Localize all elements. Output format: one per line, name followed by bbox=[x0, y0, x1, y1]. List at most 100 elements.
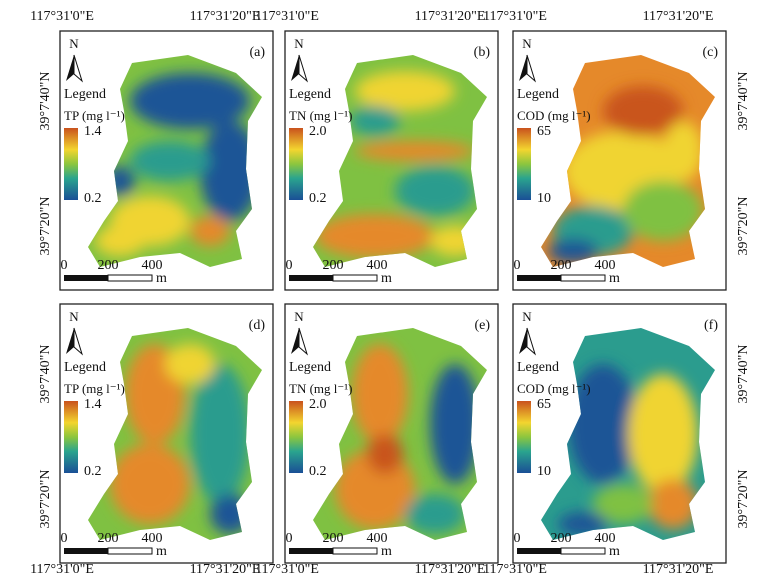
map-blob bbox=[548, 239, 598, 263]
scale-unit: m bbox=[609, 544, 620, 559]
scale-bar-light bbox=[107, 274, 153, 282]
legend-max: 65 bbox=[537, 124, 551, 139]
north-arrow bbox=[519, 55, 527, 81]
legend-variable: TN (mg l⁻¹) bbox=[289, 108, 352, 123]
legend-variable: TN (mg l⁻¹) bbox=[289, 381, 352, 396]
map-blobs bbox=[95, 73, 260, 256]
scale-label: 0 bbox=[61, 531, 68, 546]
legend-title: Legend bbox=[64, 87, 106, 102]
color-bar bbox=[517, 401, 531, 473]
scale-label: 200 bbox=[98, 258, 119, 273]
map-blobs bbox=[335, 344, 480, 534]
scale-bar-dark bbox=[64, 548, 108, 554]
map-blob bbox=[200, 121, 260, 221]
north-arrow bbox=[291, 55, 299, 81]
north-arrow bbox=[66, 55, 74, 81]
legend-max: 2.0 bbox=[309, 397, 327, 412]
north-arrow-half bbox=[73, 327, 83, 356]
legend-min: 0.2 bbox=[309, 464, 327, 479]
top-axis-label: 117°31'20"E bbox=[643, 9, 714, 24]
map-blobs bbox=[110, 344, 250, 534]
scale-bar-dark bbox=[517, 275, 561, 281]
legend-min: 0.2 bbox=[309, 191, 327, 206]
scale-bar-dark bbox=[64, 275, 108, 281]
map-blob bbox=[367, 434, 403, 474]
map-blob bbox=[430, 364, 480, 484]
map-blob bbox=[355, 141, 475, 161]
map-blob bbox=[603, 86, 683, 136]
top-axis-label: 117°31'20"E bbox=[415, 9, 486, 24]
map-blob bbox=[350, 106, 400, 136]
top-axis-label: 117°31'0"E bbox=[30, 9, 94, 24]
bottom-axis-label: 117°31'20"E bbox=[190, 562, 261, 577]
bottom-axis-label: 117°31'0"E bbox=[483, 562, 547, 577]
bottom-axis-label: 117°31'0"E bbox=[255, 562, 319, 577]
map-blobs bbox=[548, 86, 703, 263]
north-arrow bbox=[291, 328, 299, 354]
north-arrow-half bbox=[298, 54, 308, 83]
map-blob bbox=[165, 344, 215, 384]
scale-bar-dark bbox=[289, 275, 333, 281]
map-blob bbox=[663, 121, 703, 181]
legend-variable: COD (mg l⁻¹) bbox=[517, 381, 591, 396]
map-blob bbox=[95, 226, 145, 256]
legend-min: 0.2 bbox=[84, 464, 102, 479]
scale-bar-light bbox=[332, 547, 378, 555]
panel-label: (b) bbox=[474, 45, 491, 60]
scale-bar-light bbox=[560, 547, 606, 555]
right-axis-label: 39°7'40"N bbox=[736, 72, 751, 131]
scale-label: 400 bbox=[367, 258, 388, 273]
north-label: N bbox=[294, 36, 304, 51]
panel-label: (a) bbox=[249, 45, 265, 60]
scale-label: 200 bbox=[323, 531, 344, 546]
left-axis-label: 39°7'40"N bbox=[38, 345, 53, 404]
scale-bar-light bbox=[107, 547, 153, 555]
legend-variable: TP (mg l⁻¹) bbox=[64, 381, 125, 396]
legend-variable: COD (mg l⁻¹) bbox=[517, 108, 591, 123]
legend-title: Legend bbox=[289, 360, 331, 375]
legend-min: 0.2 bbox=[84, 191, 102, 206]
left-axis-label: 39°7'20"N bbox=[38, 470, 53, 529]
scale-unit: m bbox=[156, 544, 167, 559]
bottom-axis-label: 117°31'20"E bbox=[643, 562, 714, 577]
north-label: N bbox=[522, 309, 532, 324]
north-arrow-half bbox=[526, 327, 536, 356]
color-bar bbox=[64, 401, 78, 473]
map-blob bbox=[315, 214, 435, 258]
north-arrow-half bbox=[73, 54, 83, 83]
scale-bar-dark bbox=[289, 548, 333, 554]
legend-max: 2.0 bbox=[309, 124, 327, 139]
top-axis-label: 117°31'20"E bbox=[190, 9, 261, 24]
scale-label: 200 bbox=[98, 531, 119, 546]
legend-variable: TP (mg l⁻¹) bbox=[64, 108, 125, 123]
color-bar bbox=[517, 128, 531, 200]
panel-label: (f) bbox=[704, 318, 718, 333]
top-axis-label: 117°31'0"E bbox=[483, 9, 547, 24]
scale-label: 0 bbox=[61, 258, 68, 273]
north-arrow-half bbox=[298, 327, 308, 356]
north-arrow bbox=[66, 328, 74, 354]
map-blob bbox=[130, 141, 210, 181]
map-blob bbox=[395, 166, 475, 216]
bottom-axis-label: 117°31'0"E bbox=[30, 562, 94, 577]
scale-label: 400 bbox=[595, 531, 616, 546]
scale-bar-light bbox=[560, 274, 606, 282]
scale-label: 200 bbox=[323, 258, 344, 273]
map-blob bbox=[568, 364, 638, 484]
scale-unit: m bbox=[381, 544, 392, 559]
map-blob bbox=[355, 71, 455, 111]
scale-label: 0 bbox=[286, 258, 293, 273]
legend-max: 1.4 bbox=[84, 397, 102, 412]
legend-title: Legend bbox=[517, 87, 559, 102]
north-arrow bbox=[519, 328, 527, 354]
left-axis-label: 39°7'20"N bbox=[38, 197, 53, 256]
legend-min: 10 bbox=[537, 191, 551, 206]
scale-label: 400 bbox=[595, 258, 616, 273]
map-blob bbox=[623, 181, 703, 241]
